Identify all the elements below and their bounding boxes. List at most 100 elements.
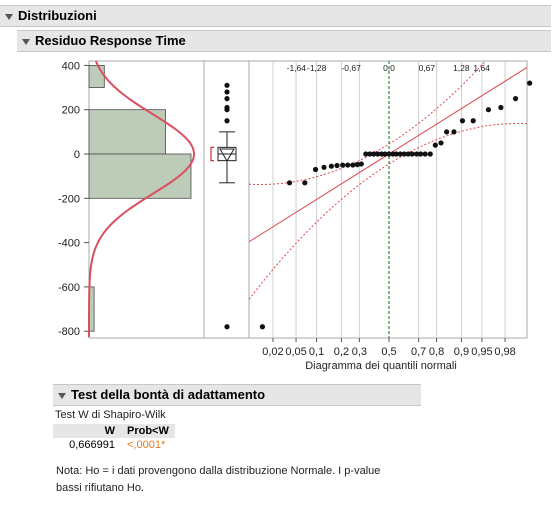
- qq-point: [321, 164, 327, 170]
- note-line-1: Nota: Ho = i dati provengono dalla distr…: [56, 465, 381, 477]
- qq-point: [451, 129, 457, 135]
- outlier-point: [224, 118, 230, 124]
- top-tick-label: -0,67: [341, 63, 361, 73]
- x-tick-label: 0,95: [471, 346, 492, 358]
- y-tick-label: -400: [58, 238, 80, 250]
- qq-point: [345, 162, 351, 168]
- qq-point: [409, 151, 415, 157]
- y-tick-label: 400: [62, 60, 80, 72]
- qq-point: [485, 107, 492, 113]
- qq-point: [367, 151, 373, 157]
- outlier-point: [224, 89, 230, 95]
- y-tick-label: -600: [58, 282, 80, 294]
- qq-point: [459, 118, 466, 124]
- outlier-point: [224, 107, 230, 113]
- qq-frame: [248, 60, 528, 339]
- qq-point: [340, 162, 346, 168]
- qq-point: [328, 163, 334, 169]
- qq-point: [498, 104, 504, 111]
- qq-point: [375, 151, 381, 157]
- results-table: W Prob<W 0,666991 <,0001*: [53, 424, 175, 452]
- disclosure-triangle-icon[interactable]: [22, 38, 30, 45]
- top-tick-label: 0,67: [419, 63, 436, 73]
- qq-lines: [249, 61, 527, 338]
- top-tick-label: 1,64: [473, 63, 490, 73]
- qq-xlabel: Diagramma dei quantili normali: [305, 360, 457, 372]
- qq-point: [432, 142, 438, 148]
- qq-point: [414, 151, 420, 157]
- disclosure-triangle-icon[interactable]: [58, 392, 66, 399]
- qq-point: [422, 151, 428, 157]
- histogram-bar: [88, 65, 105, 88]
- qq-point: [438, 140, 444, 146]
- boxplot-panel: [203, 60, 250, 339]
- qq-point: [312, 166, 319, 173]
- x-tick-label: 0,98: [494, 346, 515, 358]
- x-tick-label: 0,2: [334, 346, 349, 358]
- qq-point: [358, 161, 364, 167]
- boxplot-frame: [203, 60, 250, 339]
- qq-point: [512, 96, 519, 102]
- w-value: 0,666991: [69, 439, 115, 451]
- qq-point: [382, 151, 388, 157]
- qq-point: [397, 151, 403, 157]
- x-tick-label: 0,1: [309, 346, 324, 358]
- qq-point: [401, 151, 407, 157]
- shortest-half-bracket: [210, 146, 214, 162]
- outlier-point: [224, 96, 230, 102]
- histogram-bar: [88, 109, 166, 155]
- mean-diamond-icon: [219, 148, 235, 162]
- subsection-title: Residuo Response Time: [35, 33, 186, 48]
- confidence-band-upper: [249, 61, 487, 185]
- p-value: <,0001*: [127, 439, 166, 451]
- x-tick-label: 0,05: [285, 346, 306, 358]
- qq-point: [259, 324, 266, 330]
- note-line-2: bassi rifiutano Ho.: [56, 482, 145, 494]
- gof-header[interactable]: Test della bontà di adattamento: [53, 384, 421, 406]
- qq-point: [302, 180, 308, 186]
- qq-point: [405, 151, 411, 157]
- top-tick-label: -1,28: [307, 63, 327, 73]
- disclosure-triangle-icon[interactable]: [5, 13, 13, 20]
- y-tick-label: -200: [58, 193, 80, 205]
- qq-point: [350, 162, 356, 168]
- qq-point: [527, 80, 533, 86]
- qq-point: [444, 129, 450, 135]
- qq-point: [286, 180, 293, 186]
- qq-point: [363, 151, 369, 157]
- histogram-panel: 400 200 0 -200 -400 -600 -800: [58, 60, 205, 339]
- qq-point: [393, 151, 399, 157]
- normal-fit-curve: [88, 60, 195, 337]
- histogram-bar: [88, 153, 192, 199]
- normal-quantile-plot: 0,02 0,05 0,1 0,2 0,3 0,5 0,7 0,8 0,9 0,95 0,98 -1,…: [248, 60, 533, 372]
- histogram-frame: [88, 60, 205, 339]
- confidence-band-lower: [249, 123, 527, 300]
- qq-point: [418, 151, 424, 157]
- qq-point: [386, 151, 392, 157]
- outlier-point: [224, 82, 230, 88]
- top-tick-label: 1,28: [453, 63, 470, 73]
- x-tick-label: 0,9: [454, 346, 469, 358]
- x-tick-label: 0,02: [262, 346, 283, 358]
- x-tick-label: 0,8: [429, 346, 444, 358]
- qq-point: [354, 162, 360, 168]
- col-header-p: Prob<W: [127, 425, 169, 437]
- col-header-w: W: [104, 425, 115, 437]
- y-tick-label: 0: [74, 149, 80, 161]
- y-tick-label: 200: [62, 105, 80, 117]
- section-header[interactable]: Distribuzioni: [0, 5, 551, 27]
- qq-point: [371, 151, 377, 157]
- x-tick-label: 0,7: [411, 346, 426, 358]
- qq-point: [334, 162, 340, 169]
- gof-title: Test della bontà di adattamento: [71, 387, 266, 402]
- x-tick-label: 0,3: [352, 346, 367, 358]
- qq-point: [470, 118, 476, 124]
- x-tick-label: 0,5: [381, 346, 396, 358]
- test-name: Test W di Shapiro-Wilk: [55, 409, 166, 421]
- subsection-header[interactable]: Residuo Response Time: [17, 30, 551, 52]
- qq-point: [427, 151, 433, 157]
- y-tick-label: -800: [58, 326, 80, 338]
- outlier-point: [224, 324, 230, 330]
- top-tick-label: -1,64: [287, 63, 307, 73]
